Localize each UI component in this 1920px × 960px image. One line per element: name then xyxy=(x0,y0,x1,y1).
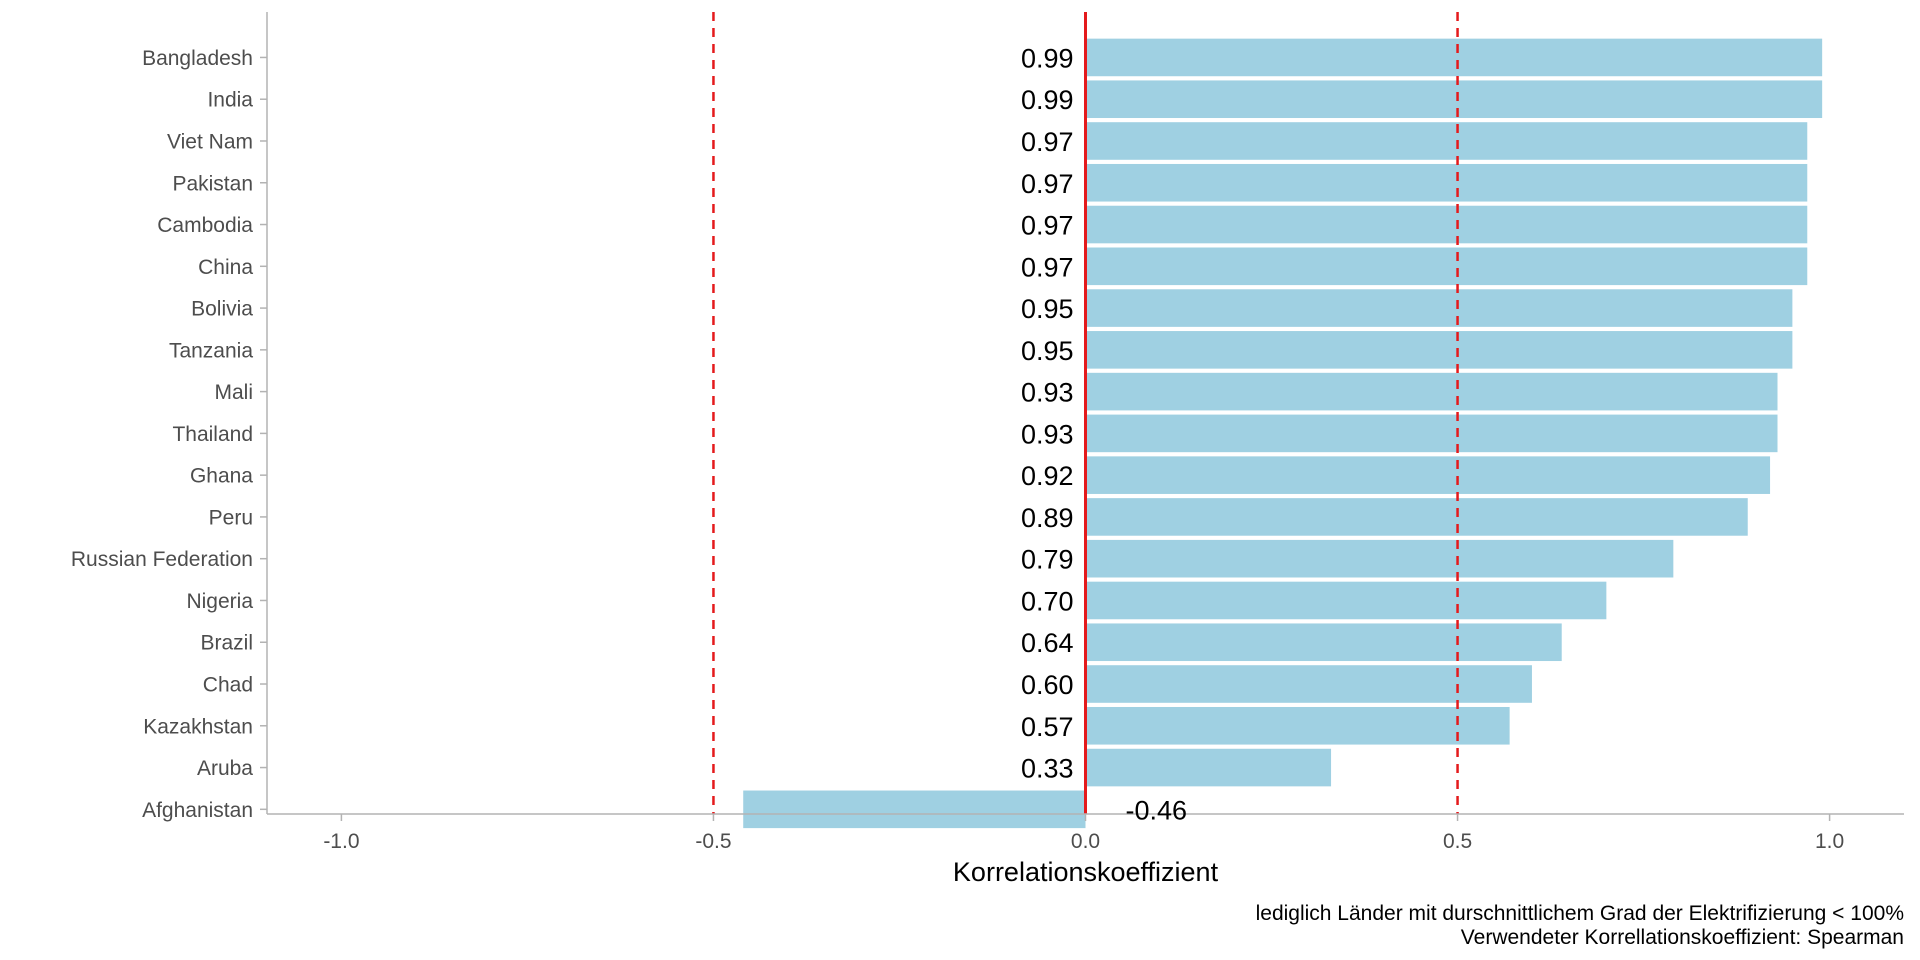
x-axis-title: Korrelationskoeffizient xyxy=(953,857,1219,887)
y-tick-label: Chad xyxy=(203,674,253,697)
caption-line-1: lediglich Länder mit durschnittlichem Gr… xyxy=(1256,902,1904,925)
y-tick-labels-group: Bangladesh India Viet Nam Pakistan Cambodia C… xyxy=(71,47,253,822)
value-label: 0.97 xyxy=(1021,252,1074,282)
value-labels-group: 0.99 0.99 0.97 0.97 0.97 0.97 0.95 0.95 0.93 0.93… xyxy=(1021,43,1187,825)
bar-pakistan xyxy=(1085,163,1808,202)
y-tick-label: Aruba xyxy=(197,757,253,780)
y-tick-label: India xyxy=(207,89,253,112)
x-tick-label: -1.0 xyxy=(323,830,359,853)
y-tick-label: Russian Federation xyxy=(71,548,253,571)
value-label: 0.70 xyxy=(1021,586,1074,616)
caption-line-2: Verwendeter Korrellationskoeffizient: Sp… xyxy=(1461,926,1904,949)
y-tick-label: Cambodia xyxy=(157,214,253,237)
y-tick-label: Mali xyxy=(214,381,253,404)
value-label: 0.93 xyxy=(1021,378,1074,408)
value-label: 0.60 xyxy=(1021,670,1074,700)
y-tick-label: Bolivia xyxy=(191,298,253,321)
y-tick-label: Viet Nam xyxy=(167,130,253,153)
bar-chad xyxy=(1085,665,1532,703)
value-label: 0.97 xyxy=(1021,211,1074,241)
y-tick-label: Nigeria xyxy=(186,590,253,613)
value-label: 0.79 xyxy=(1021,545,1074,575)
axes-group xyxy=(260,12,1904,821)
y-tick-label: China xyxy=(198,256,253,279)
bar-aruba xyxy=(1085,748,1332,787)
y-tick-label: Bangladesh xyxy=(142,47,253,70)
y-tick-label: Peru xyxy=(209,506,253,529)
y-tick-label: Tanzania xyxy=(169,339,253,362)
bar-kazakhstan xyxy=(1085,706,1510,745)
y-tick-label: Afghanistan xyxy=(142,799,253,822)
y-tick-label: Thailand xyxy=(172,423,253,446)
x-tick-label: 0.5 xyxy=(1443,830,1472,853)
x-tick-label: 1.0 xyxy=(1815,830,1844,853)
x-tick-labels-group: -1.0 -0.5 0.0 0.5 1.0 xyxy=(323,830,1844,853)
bar-thailand xyxy=(1085,414,1778,453)
value-label: 0.97 xyxy=(1021,169,1074,199)
value-label: 0.95 xyxy=(1021,294,1074,324)
value-label: 0.64 xyxy=(1021,628,1074,658)
bar-cambodia xyxy=(1085,205,1808,244)
bar-russian-federation xyxy=(1085,539,1674,578)
bar-brazil xyxy=(1085,623,1562,662)
value-label: 0.57 xyxy=(1021,712,1074,742)
y-tick-label: Pakistan xyxy=(172,172,253,195)
bar-peru xyxy=(1085,498,1748,536)
x-tick-label: -0.5 xyxy=(695,830,731,853)
bar-ghana xyxy=(1085,456,1771,494)
value-label: 0.99 xyxy=(1021,43,1074,73)
value-label: 0.99 xyxy=(1021,85,1074,115)
y-tick-label: Ghana xyxy=(190,465,253,488)
value-label: 0.92 xyxy=(1021,461,1074,491)
value-label: 0.95 xyxy=(1021,336,1074,366)
y-tick-label: Kazakhstan xyxy=(143,715,253,738)
value-label: 0.89 xyxy=(1021,503,1074,533)
value-label: 0.93 xyxy=(1021,419,1074,449)
bar-china xyxy=(1085,247,1808,286)
value-label: 0.33 xyxy=(1021,754,1074,784)
bar-bangladesh xyxy=(1085,38,1823,77)
x-tick-label: 0.0 xyxy=(1071,830,1100,853)
value-label: 0.97 xyxy=(1021,127,1074,157)
bar-india xyxy=(1085,80,1823,119)
bars-group xyxy=(743,38,1823,829)
bar-afghanistan xyxy=(743,790,1086,829)
bar-mali xyxy=(1085,372,1778,411)
bar-nigeria xyxy=(1085,581,1607,620)
bar-bolivia xyxy=(1085,289,1793,327)
bar-tanzania xyxy=(1085,331,1793,369)
value-label: -0.46 xyxy=(1126,795,1188,825)
reference-lines-group xyxy=(712,12,1459,814)
y-tick-label: Brazil xyxy=(200,632,253,655)
bar-viet-nam xyxy=(1085,122,1808,160)
